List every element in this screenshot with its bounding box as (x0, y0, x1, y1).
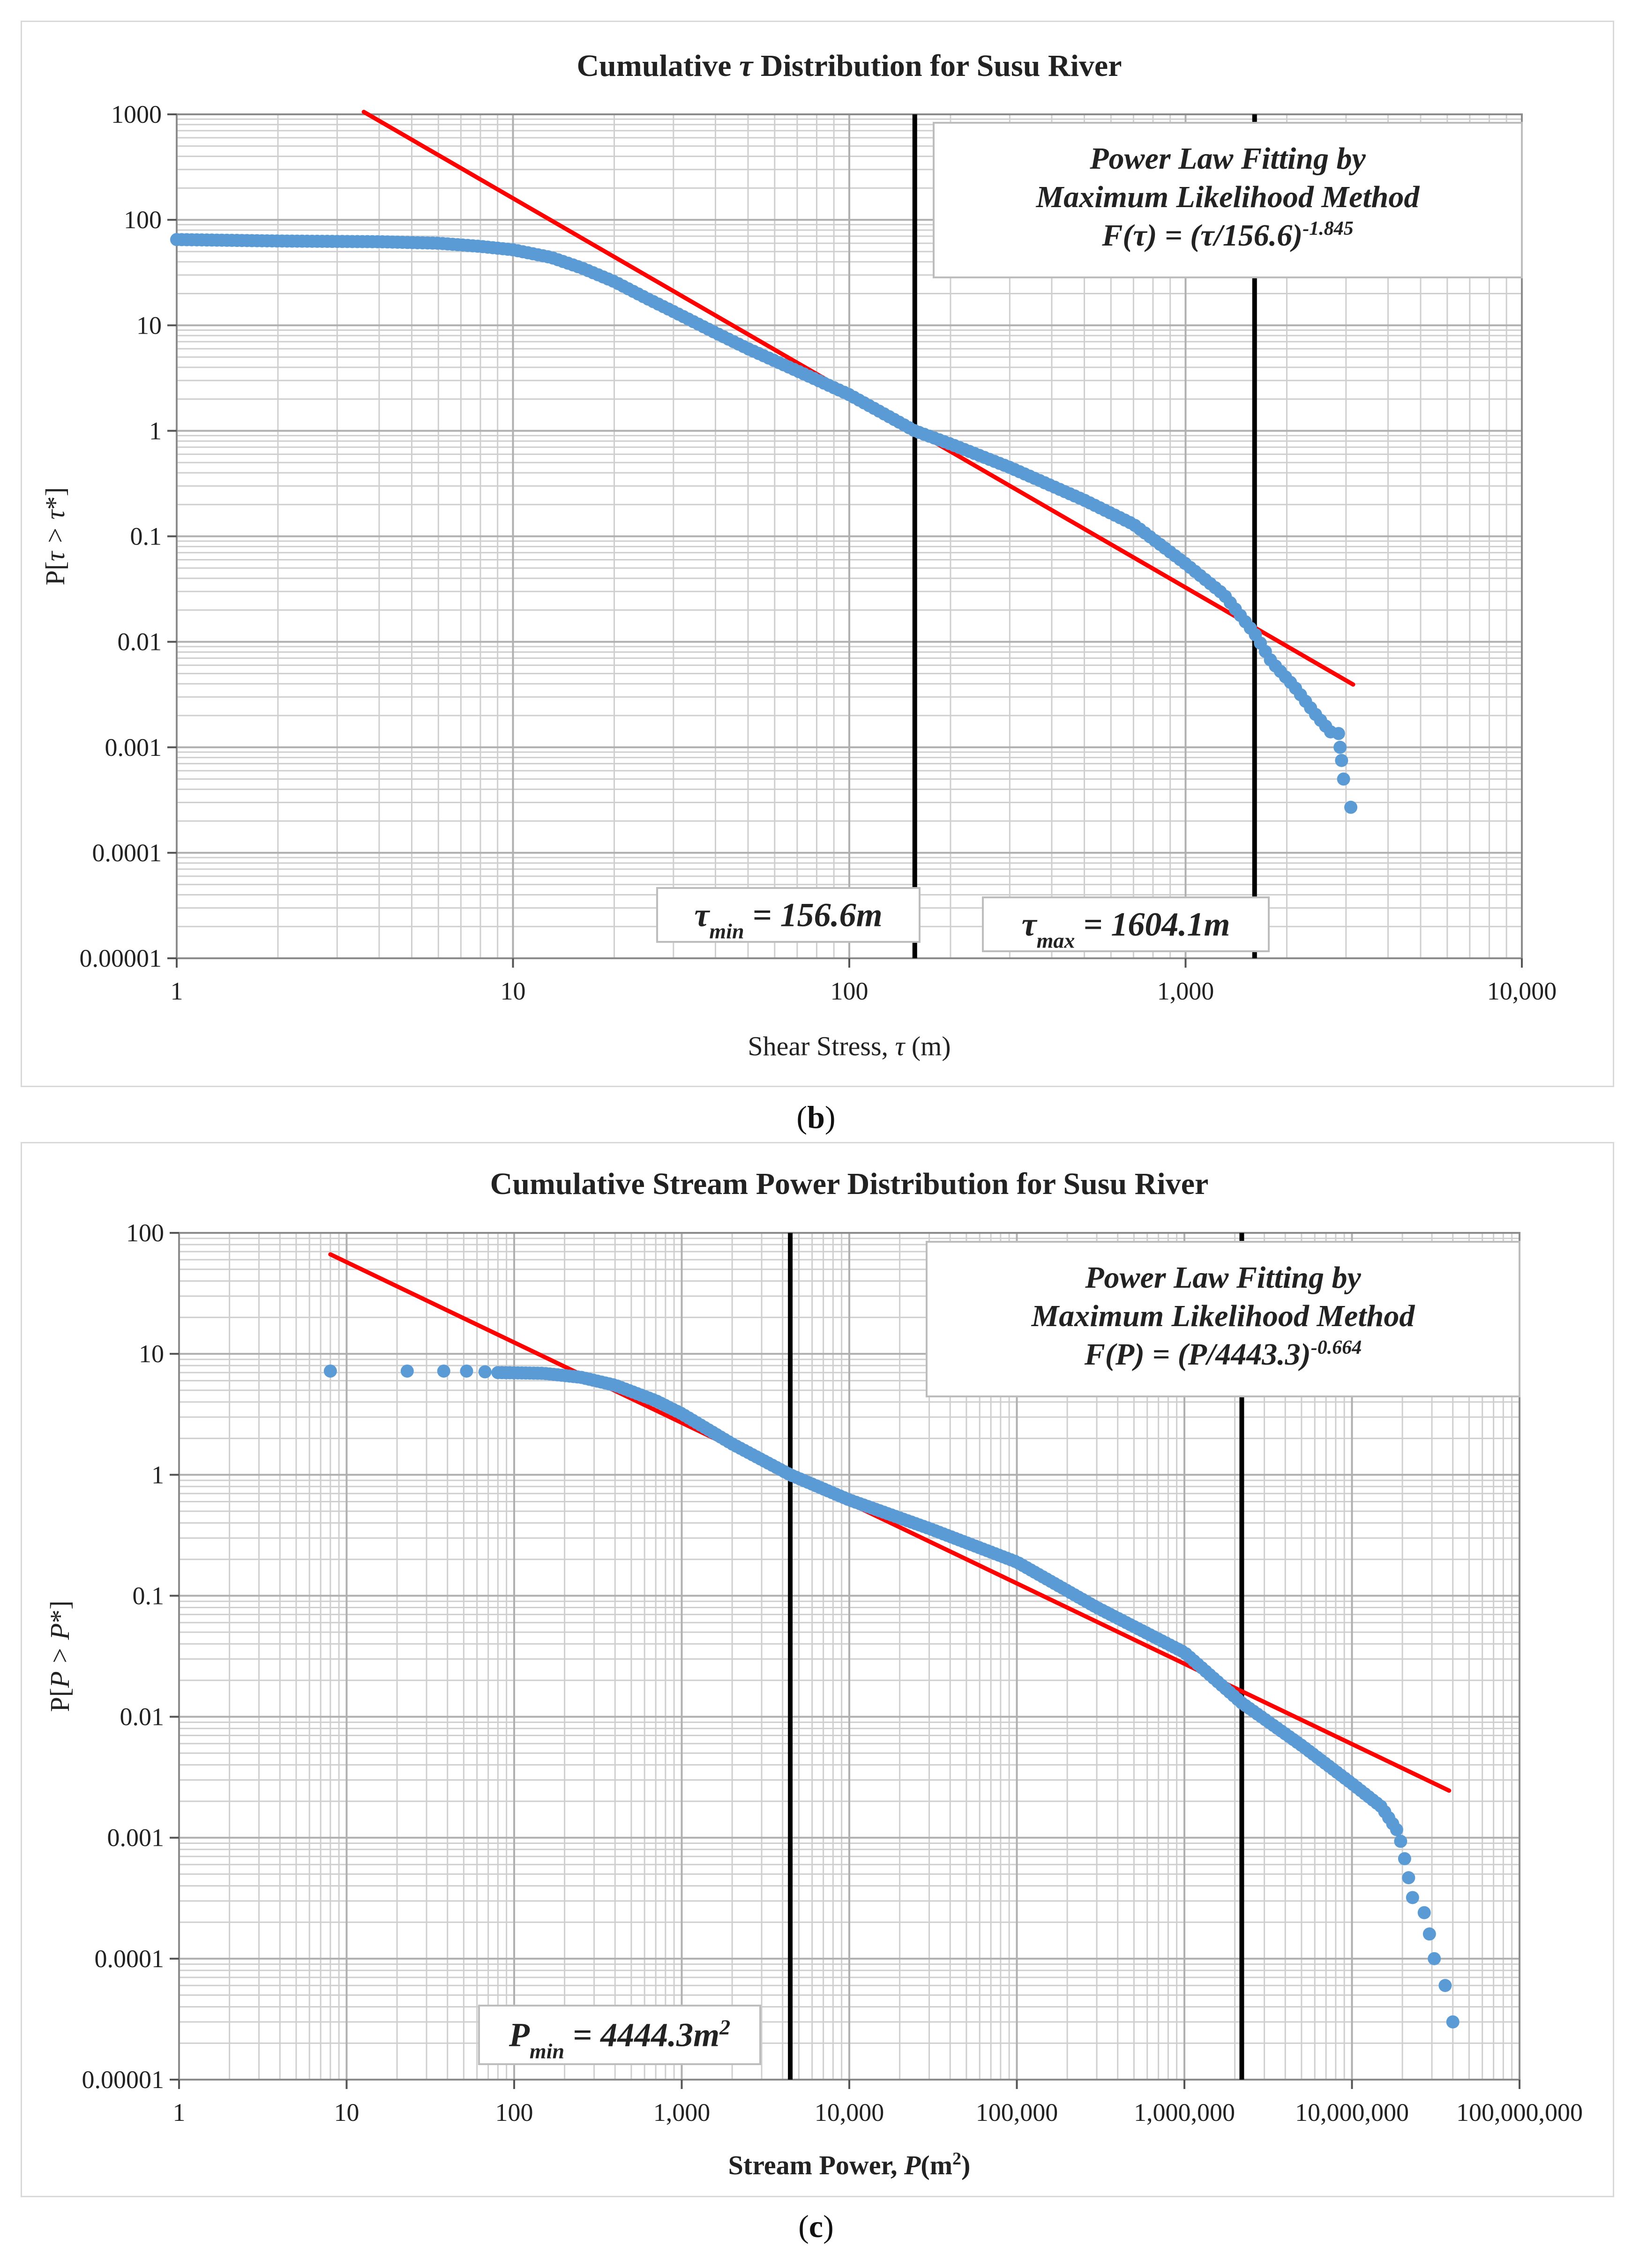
caption-c-letter: c (809, 2208, 823, 2244)
y-tick-label: 0.0001 (92, 839, 162, 867)
data-point (1402, 1871, 1415, 1885)
caption-c: (c) (0, 2208, 1632, 2245)
data-point (1332, 727, 1345, 740)
y-tick-label: 0.1 (130, 522, 162, 551)
data-point (478, 1365, 492, 1379)
x-tick-label: 100,000 (976, 2098, 1058, 2126)
data-point (1394, 1835, 1407, 1848)
y-tick-label: 0.00001 (80, 944, 162, 972)
threshold-min-label: τmin = 156.6m (656, 887, 921, 943)
fit-formula-box: Power Law Fitting by Maximum Likelihood M… (933, 122, 1523, 278)
y-tick-label: 10 (139, 1340, 164, 1368)
data-point (1335, 754, 1348, 767)
y-tick-label: 0.01 (118, 628, 162, 656)
x-axis-label: Stream Power, P(m2) (728, 2149, 971, 2180)
y-tick-label: 0.0001 (95, 1945, 165, 1973)
y-tick-label: 0.1 (133, 1582, 165, 1610)
data-point (1390, 1823, 1403, 1836)
caption-c-open: ( (798, 2208, 809, 2244)
threshold-label-text: τmin = 156.6m (694, 896, 882, 943)
y-tick-label: 10 (136, 311, 162, 339)
chart-title: Cumulative τ Distribution for Susu River (577, 49, 1122, 83)
data-point (460, 1364, 473, 1378)
data-point (437, 1364, 450, 1378)
data-point (1337, 772, 1350, 786)
x-tick-label: 1,000 (1157, 977, 1214, 1005)
y-tick-label: 1 (149, 417, 162, 445)
data-point (1422, 1927, 1436, 1941)
x-tick-label: 100,000,000 (1456, 2098, 1583, 2126)
data-point (1344, 800, 1358, 814)
x-tick-label: 100 (495, 2098, 533, 2126)
data-point (1446, 2015, 1460, 2029)
fit-box-line2: Maximum Likelihood Method (1036, 180, 1420, 214)
data-point (400, 1364, 414, 1378)
data-point (1406, 1891, 1419, 1904)
data-point (1417, 1906, 1431, 1919)
stream-power-chart: Cumulative Stream Power Distribution for… (45, 1167, 1583, 2180)
fit-box-formula: F(P) = (P/4443.3)-0.664 (1084, 1337, 1362, 1372)
data-point (1398, 1852, 1411, 1865)
threshold-label-frame (478, 2005, 761, 2065)
y-tick-label: 1 (151, 1461, 164, 1489)
caption-b: (b) (0, 1099, 1632, 1136)
threshold-max-label: τmax = 1604.1m (982, 896, 1270, 953)
data-points (170, 233, 1358, 814)
shear-stress-chart-panel: Cumulative τ Distribution for Susu River… (21, 21, 1614, 1087)
chart-title: Cumulative Stream Power Distribution for… (490, 1167, 1209, 1201)
x-axis-label: Shear Stress, τ (m) (748, 1031, 951, 1061)
caption-b-open: ( (796, 1099, 808, 1135)
data-point (1333, 740, 1347, 754)
fit-formula-box: Power Law Fitting by Maximum Likelihood M… (926, 1241, 1520, 1397)
x-tick-label: 1 (171, 977, 183, 1005)
y-axis-label: P[τ > τ*] (40, 487, 70, 586)
shear-stress-chart: Cumulative τ Distribution for Susu River… (40, 49, 1557, 1061)
threshold-label-text: τmax = 1604.1m (1022, 906, 1230, 953)
y-tick-label: 0.001 (105, 733, 162, 761)
fit-box-frame (926, 1241, 1520, 1397)
x-tick-label: 1,000,000 (1134, 2098, 1235, 2126)
fit-box-formula: F(τ) = (τ/156.6)-1.845 (1101, 218, 1353, 253)
x-tick-label: 1 (173, 2098, 186, 2126)
x-tick-label: 1,000 (653, 2098, 711, 2126)
data-point (323, 1364, 337, 1378)
caption-c-close: ) (823, 2208, 834, 2244)
data-points (323, 1364, 1460, 2029)
data-point (1428, 1952, 1441, 1965)
x-tick-label: 10 (334, 2098, 359, 2126)
caption-b-letter: b (807, 1099, 825, 1135)
fit-box-line1: Power Law Fitting by (1085, 1261, 1361, 1295)
x-tick-label: 10,000 (1487, 977, 1557, 1005)
y-tick-label: 100 (126, 1219, 164, 1247)
x-tick-label: 10 (501, 977, 526, 1005)
x-tick-label: 10,000,000 (1295, 2098, 1409, 2126)
y-tick-label: 0.00001 (82, 2066, 165, 2094)
fit-box-line2: Maximum Likelihood Method (1031, 1299, 1415, 1333)
y-tick-label: 100 (124, 206, 162, 234)
threshold-label-text: Pmin = 4444.3m2 (509, 2015, 730, 2063)
power-law-fit-line (328, 1252, 1452, 1793)
x-tick-label: 10,000 (815, 2098, 884, 2126)
y-tick-label: 1000 (111, 100, 162, 128)
y-axis-label: P[P > P*] (45, 1601, 75, 1712)
threshold-label-frame (656, 887, 921, 943)
caption-b-close: ) (824, 1099, 836, 1135)
fit-box-line1: Power Law Fitting by (1089, 142, 1366, 176)
threshold-min-label: Pmin = 4444.3m2 (478, 2005, 761, 2065)
fit-box-frame (933, 122, 1523, 278)
y-tick-label: 0.01 (120, 1703, 165, 1731)
threshold-label-frame (982, 896, 1270, 952)
stream-power-chart-panel: Cumulative Stream Power Distribution for… (21, 1142, 1614, 2197)
data-point (1438, 1979, 1452, 1992)
x-tick-label: 100 (831, 977, 868, 1005)
y-tick-label: 0.001 (107, 1824, 165, 1852)
